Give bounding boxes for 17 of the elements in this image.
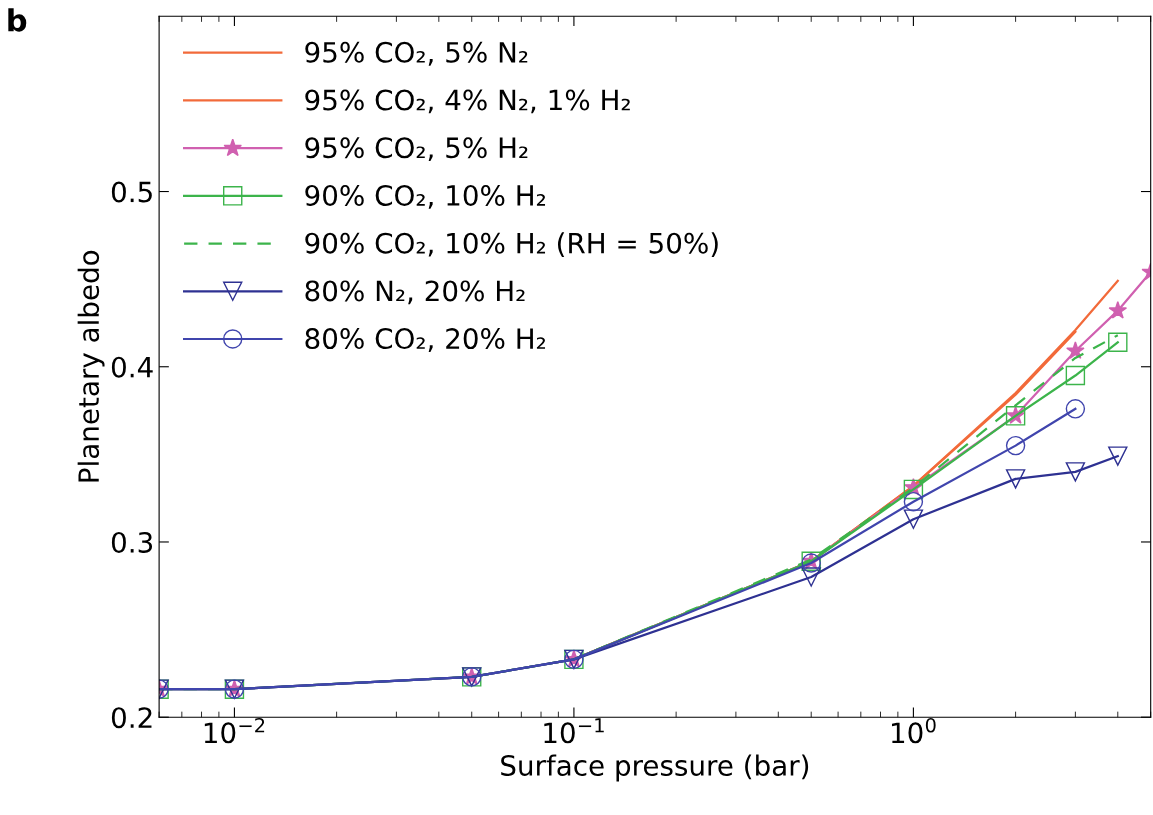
legend-label: 90% CO₂, 10% H₂: [305, 184, 546, 209]
legend-label: 80% N₂, 20% H₂: [305, 280, 525, 305]
x-tick-label: 10$^{−2}$: [204, 717, 265, 744]
y-tick-label: 0.3: [111, 531, 153, 553]
x-tick-label: 10$^{−1}$: [544, 718, 604, 744]
x-axis-title: Surface pressure (bar): [501, 754, 809, 782]
text: b: [8, 8, 27, 32]
legend-label: 80% CO₂, 20% H₂: [305, 328, 546, 352]
legend-label: 95% CO₂, 4% N₂, 1% H₂: [305, 89, 630, 114]
y-tick-label: 0.4: [111, 356, 153, 378]
y-tick-label: 0.5: [111, 181, 152, 203]
legend-label: 95% CO₂, 5% H₂: [305, 137, 528, 162]
legend-label: 90% CO₂, 10% H₂ (RH = 50%): [305, 232, 718, 257]
legend-label: 95% CO₂, 5% N₂: [305, 41, 528, 66]
x-tick-label: 10$^{0}$: [892, 717, 936, 744]
y-tick-label: 0.2: [111, 707, 152, 729]
y-axis-title: Planetary albedo: [77, 250, 105, 482]
